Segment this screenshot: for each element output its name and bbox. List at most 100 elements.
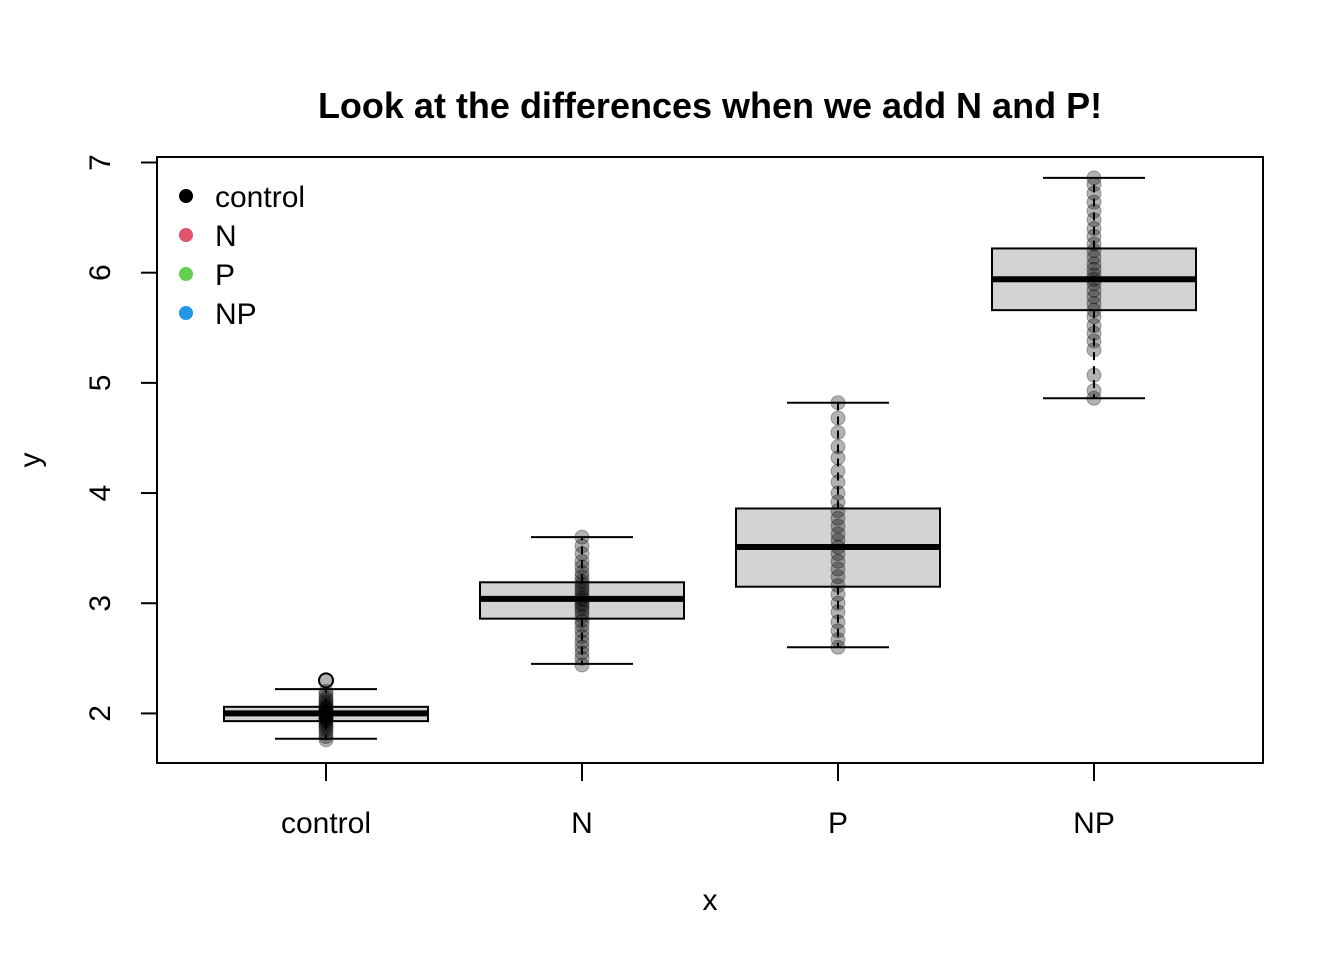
data-point [1086,256,1102,272]
data-point [318,722,334,738]
x-tick-label: P [828,807,848,840]
data-point [574,604,590,620]
data-point [830,410,846,426]
data-point [318,687,334,703]
data-point [574,586,590,602]
data-point [318,708,334,724]
data-point [1086,203,1102,219]
data-point [830,623,846,639]
data-point [318,690,334,706]
data-point [830,586,846,602]
legend-marker [179,189,193,203]
data-point [318,694,334,710]
x-axis: control N P NP [281,763,1115,840]
data-point [318,709,334,725]
legend-label: N [215,220,237,253]
data-point [830,632,846,648]
data-point [574,538,590,554]
data-point [1086,243,1102,259]
box-P [735,401,941,649]
data-point [1086,309,1102,325]
data-point [1086,271,1102,287]
data-point [574,617,590,633]
data-point [574,650,590,666]
data-point [574,592,590,608]
data-point [1086,390,1102,406]
legend-marker [179,306,193,320]
legend-marker [179,267,193,281]
data-point [830,578,846,594]
data-point [574,608,590,624]
y-tick-label: 6 [84,264,117,281]
outlier-point [318,672,334,689]
data-point [830,546,846,562]
data-point [830,614,846,630]
data-point [830,553,846,569]
data-point [1086,228,1102,244]
data-point [830,463,846,479]
data-point [1086,367,1102,383]
box-N [479,536,685,665]
data-point [318,700,334,716]
data-point [574,573,590,589]
chart-title: Look at the differences when we add N an… [318,85,1102,126]
data-point [1086,318,1102,334]
data-point [574,564,590,580]
data-point [1086,333,1102,349]
data-point [318,703,334,719]
data-point [830,569,846,585]
data-point [830,604,846,620]
data-point [574,546,590,562]
data-point [318,702,334,718]
data-point [1086,212,1102,228]
data-point [318,707,334,723]
data-point [830,494,846,510]
data-point [830,595,846,611]
data-point [830,510,846,526]
data-point [830,526,846,542]
y-axis: 2 3 4 5 6 7 [84,154,157,722]
y-tick-label: 5 [84,375,117,392]
data-point [1086,249,1102,265]
data-point [1086,236,1102,252]
data-point [318,720,334,736]
data-point [1086,302,1102,318]
boxplots [223,176,1197,740]
x-tick-label: NP [1073,807,1115,840]
data-point [318,711,334,727]
data-point [830,485,846,501]
data-point [830,474,846,490]
data-point [830,518,846,534]
data-point [318,701,334,717]
legend-marker [179,228,193,242]
data-point [1086,261,1102,277]
data-point [830,539,846,555]
data-point [1086,383,1102,399]
data-point [574,580,590,596]
data-point [318,710,334,726]
data-point [1086,170,1102,186]
data-point [830,424,846,440]
data-point [1086,194,1102,210]
data-point [1086,267,1102,283]
data-point [574,613,590,629]
y-tick-label: 3 [84,595,117,612]
data-point [318,715,334,731]
data-point [318,725,334,741]
data-point [318,732,334,748]
data-point [1086,177,1102,193]
data-point [574,553,590,569]
data-point [1086,221,1102,237]
data-point [574,657,590,673]
box-control [223,672,429,740]
data-point [1086,276,1102,292]
x-axis-label: x [703,884,718,917]
data-point [574,569,590,585]
data-point [318,729,334,745]
data-point [830,439,846,455]
data-point [574,597,590,613]
data-point [1086,325,1102,341]
data-point [1086,296,1102,312]
data-point [574,583,590,599]
